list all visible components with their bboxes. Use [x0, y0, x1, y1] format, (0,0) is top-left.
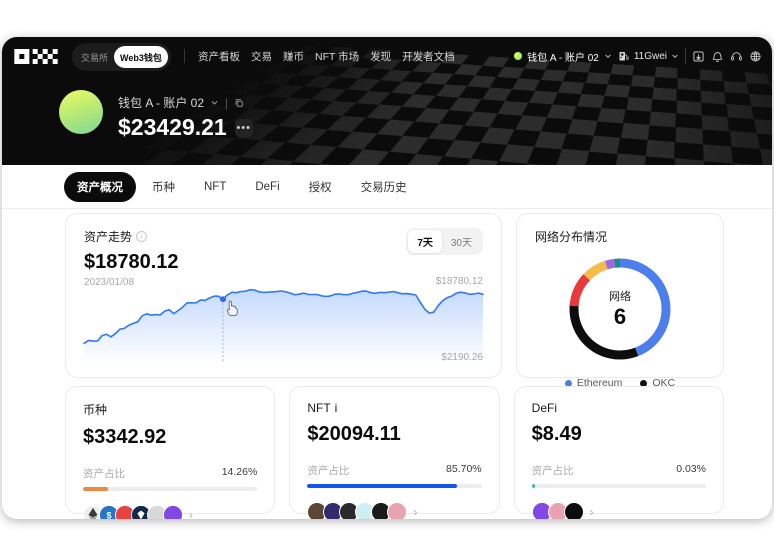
svg-text:$: $: [106, 511, 111, 519]
